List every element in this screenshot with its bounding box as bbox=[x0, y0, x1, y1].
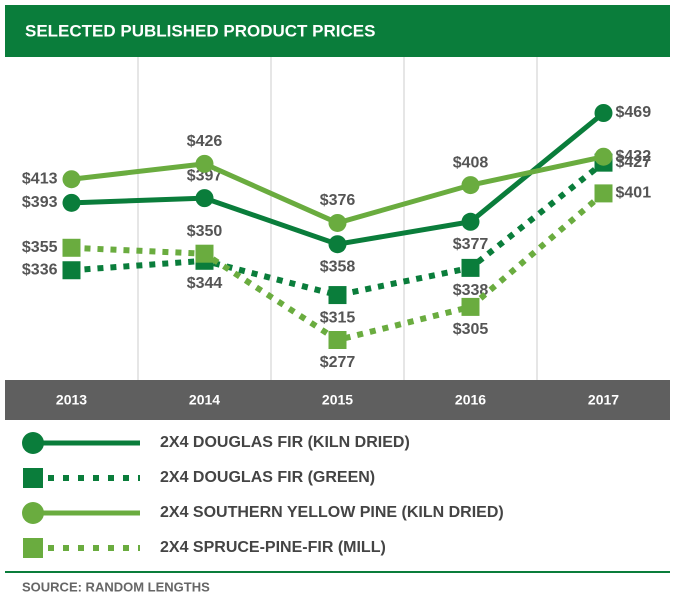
data-label: $336 bbox=[22, 261, 58, 278]
source: SOURCE: RANDOM LENGTHS bbox=[22, 579, 210, 594]
point bbox=[328, 213, 347, 232]
legend-marker bbox=[22, 502, 44, 524]
point bbox=[461, 258, 480, 277]
data-label: $376 bbox=[320, 192, 356, 209]
point bbox=[461, 297, 480, 316]
point bbox=[594, 104, 613, 122]
data-label: $358 bbox=[320, 258, 356, 275]
chart-title: SELECTED PUBLISHED PRODUCT PRICES bbox=[25, 21, 375, 40]
x-tick-label: 2016 bbox=[455, 392, 486, 408]
legend-marker bbox=[22, 432, 44, 454]
point bbox=[461, 212, 480, 231]
data-label: $426 bbox=[187, 133, 223, 150]
point bbox=[328, 286, 347, 305]
x-tick-label: 2014 bbox=[189, 392, 220, 408]
point bbox=[195, 154, 214, 173]
point bbox=[62, 193, 81, 212]
data-label: $397 bbox=[187, 167, 223, 184]
point bbox=[195, 244, 214, 263]
data-label: $338 bbox=[453, 282, 489, 299]
point bbox=[62, 261, 81, 280]
point bbox=[328, 331, 347, 349]
point bbox=[328, 235, 347, 254]
series-line bbox=[71, 154, 605, 226]
data-label: $350 bbox=[187, 223, 223, 240]
data-label: $393 bbox=[22, 194, 58, 211]
legend-label: 2X4 DOUGLAS FIR (GREEN) bbox=[160, 469, 375, 486]
legend-label: 2X4 SOUTHERN YELLOW PINE (KILN DRIED) bbox=[160, 504, 504, 521]
data-label: $408 bbox=[453, 154, 489, 171]
point bbox=[594, 184, 613, 203]
data-label: $277 bbox=[320, 354, 356, 371]
legend-marker bbox=[23, 538, 43, 558]
data-label: $355 bbox=[22, 239, 58, 256]
x-axis-band bbox=[5, 380, 670, 420]
data-label: $315 bbox=[320, 309, 356, 326]
title-bar bbox=[5, 5, 670, 57]
x-tick-label: 2013 bbox=[56, 392, 87, 408]
data-label: $401 bbox=[616, 185, 652, 202]
data-label: $305 bbox=[453, 321, 489, 338]
data-label: $427 bbox=[616, 154, 652, 171]
legend-label: 2X4 SPRUCE-PINE-FIR (MILL) bbox=[160, 539, 386, 556]
point bbox=[461, 176, 480, 195]
data-label: $377 bbox=[453, 236, 489, 253]
legend-marker bbox=[23, 468, 43, 488]
x-tick-label: 2015 bbox=[322, 392, 353, 408]
point bbox=[195, 189, 214, 208]
data-label: $413 bbox=[22, 170, 58, 187]
data-label: $469 bbox=[616, 104, 652, 121]
data-label: $432 bbox=[616, 148, 652, 165]
point bbox=[594, 147, 613, 166]
data-label: $344 bbox=[187, 275, 223, 292]
x-tick-label: 2017 bbox=[588, 392, 619, 408]
point bbox=[62, 170, 81, 189]
legend-label: 2X4 DOUGLAS FIR (KILN DRIED) bbox=[160, 434, 410, 451]
point bbox=[62, 238, 81, 257]
